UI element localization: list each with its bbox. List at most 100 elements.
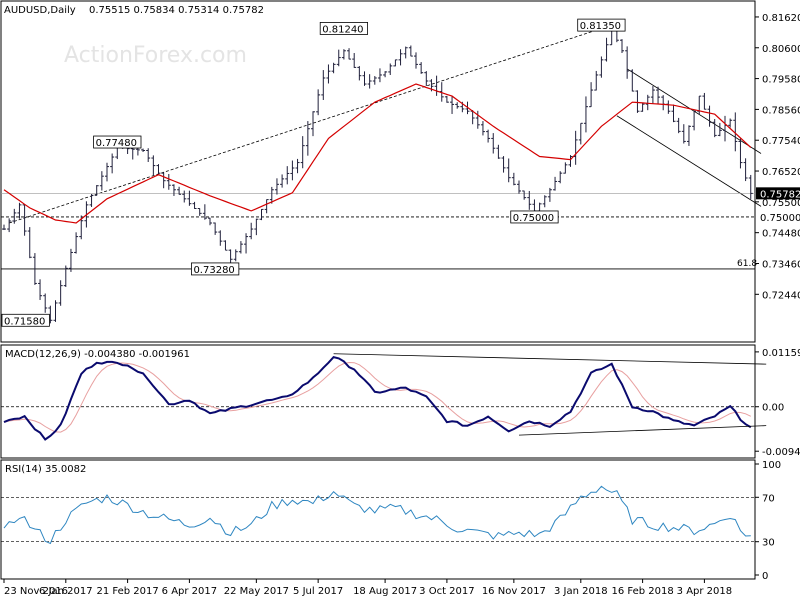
ohlc-bar xyxy=(156,164,161,176)
ohlc-bar xyxy=(38,279,43,300)
ohlc-bar xyxy=(141,148,146,152)
ohlc-bar xyxy=(527,190,532,210)
ohlc-bar xyxy=(316,89,321,116)
ohlc-bar xyxy=(656,86,661,105)
ohlc-bar xyxy=(491,133,496,154)
ohlc-bar xyxy=(357,66,362,81)
ohlc-bar xyxy=(269,186,274,204)
ohlc-bar xyxy=(362,71,367,86)
ohlc-bar xyxy=(372,76,377,85)
ohlc-bar xyxy=(398,49,403,66)
ohlc-bar xyxy=(300,136,305,169)
ohlc-bar xyxy=(671,104,676,123)
ohlc-bar xyxy=(151,155,156,176)
ohlc-bar xyxy=(681,124,686,144)
price-annotation: 0.81350 xyxy=(577,18,626,32)
svg-text:0.73280: 0.73280 xyxy=(193,265,234,276)
ohlc-bar xyxy=(583,96,588,133)
macd-tick-label: 0.01159 xyxy=(762,348,800,359)
ohlc-bar xyxy=(625,46,630,79)
ohlc-bar xyxy=(419,62,424,74)
ohlc-bar xyxy=(599,56,604,78)
ohlc-bar xyxy=(285,166,290,185)
ohlc-bar xyxy=(707,105,712,127)
macd-tick-label: 0.00 xyxy=(762,403,784,414)
price-tick-label: 0.81620 xyxy=(762,13,800,24)
ohlc-bar xyxy=(233,249,238,262)
ohlc-bar xyxy=(393,59,398,67)
x-tick-label: 16 Nov 2017 xyxy=(482,586,546,597)
moving-average-line xyxy=(3,83,752,224)
ohlc-bar xyxy=(290,160,295,181)
price-annotation: 0.73280 xyxy=(191,262,240,276)
ohlc-bar xyxy=(511,172,516,186)
ohlc-header: 0.75515 0.75834 0.75314 0.75782 xyxy=(89,5,264,16)
ohlc-bar xyxy=(249,222,254,240)
ohlc-bar xyxy=(635,90,640,113)
ohlc-bar xyxy=(341,49,346,60)
ohlc-bar xyxy=(68,248,73,272)
ohlc-bar xyxy=(496,144,501,159)
x-tick-label: 5 Jul 2017 xyxy=(293,586,343,597)
rsi-tick-label: 100 xyxy=(762,460,781,471)
ohlc-bar xyxy=(280,174,285,188)
fib-label: 61.8 xyxy=(737,259,757,269)
ohlc-bar xyxy=(32,253,37,285)
ohlc-bar xyxy=(218,230,223,246)
ohlc-bar xyxy=(692,110,697,131)
ohlc-bar xyxy=(547,187,552,202)
ohlc-bar xyxy=(568,155,573,167)
ohlc-bar xyxy=(213,222,218,235)
x-tick-label: 18 Aug 2017 xyxy=(353,586,417,597)
ohlc-bar xyxy=(640,102,645,112)
symbol-header: AUDUSD,Daily xyxy=(4,5,76,16)
ohlc-bar xyxy=(321,70,326,100)
ohlc-bar xyxy=(94,185,99,196)
ohlc-bar xyxy=(403,46,408,59)
ohlc-bar xyxy=(228,249,233,263)
ohlc-bar xyxy=(43,293,48,313)
ohlc-bar xyxy=(712,119,717,138)
rsi-tick-label: 30 xyxy=(762,538,775,549)
ohlc-bar xyxy=(254,218,259,236)
ohlc-bar xyxy=(166,173,171,190)
price-tick-label: 0.77540 xyxy=(762,136,800,147)
ohlc-bar xyxy=(383,71,388,78)
ohlc-bar xyxy=(506,158,511,183)
rsi-title: RSI(14) 35.0082 xyxy=(5,464,86,475)
x-tick-label: 6 Apr 2017 xyxy=(162,586,217,597)
ohlc-bar xyxy=(202,204,207,220)
ohlc-bar xyxy=(63,265,68,287)
ohlc-bar xyxy=(352,53,357,68)
ohlc-bar xyxy=(58,280,63,306)
ohlc-bar xyxy=(238,241,243,254)
ohlc-bar xyxy=(326,64,331,84)
ohlc-bar xyxy=(7,218,12,233)
ohlc-bar xyxy=(408,45,413,57)
ohlc-bar xyxy=(171,184,176,196)
ohlc-bar xyxy=(517,180,521,194)
ohlc-bar xyxy=(17,202,22,219)
ohlc-bar xyxy=(645,94,650,111)
ohlc-bar xyxy=(53,300,58,322)
price-tick-label: 0.76520 xyxy=(762,167,800,178)
ohlc-bar xyxy=(748,174,753,199)
ohlc-bar xyxy=(558,171,563,184)
ohlc-bar xyxy=(22,204,27,236)
ohlc-bar xyxy=(377,68,382,83)
ohlc-bar xyxy=(604,37,609,62)
ohlc-bar xyxy=(2,224,6,230)
price-tick-label: 0.73460 xyxy=(762,259,800,270)
macd-trendline-0 xyxy=(333,353,767,365)
rsi-tick-label: 0 xyxy=(762,571,768,582)
ohlc-bar xyxy=(99,171,104,191)
ohlc-bar xyxy=(738,138,743,169)
ohlc-bar xyxy=(676,117,681,134)
ohlc-bar xyxy=(12,208,17,224)
ohlc-bar xyxy=(259,208,264,221)
svg-text:0.81350: 0.81350 xyxy=(580,21,621,32)
trendline-0 xyxy=(9,24,612,224)
current-price-label: 0.75782 xyxy=(756,187,800,200)
ohlc-bar xyxy=(388,63,393,76)
